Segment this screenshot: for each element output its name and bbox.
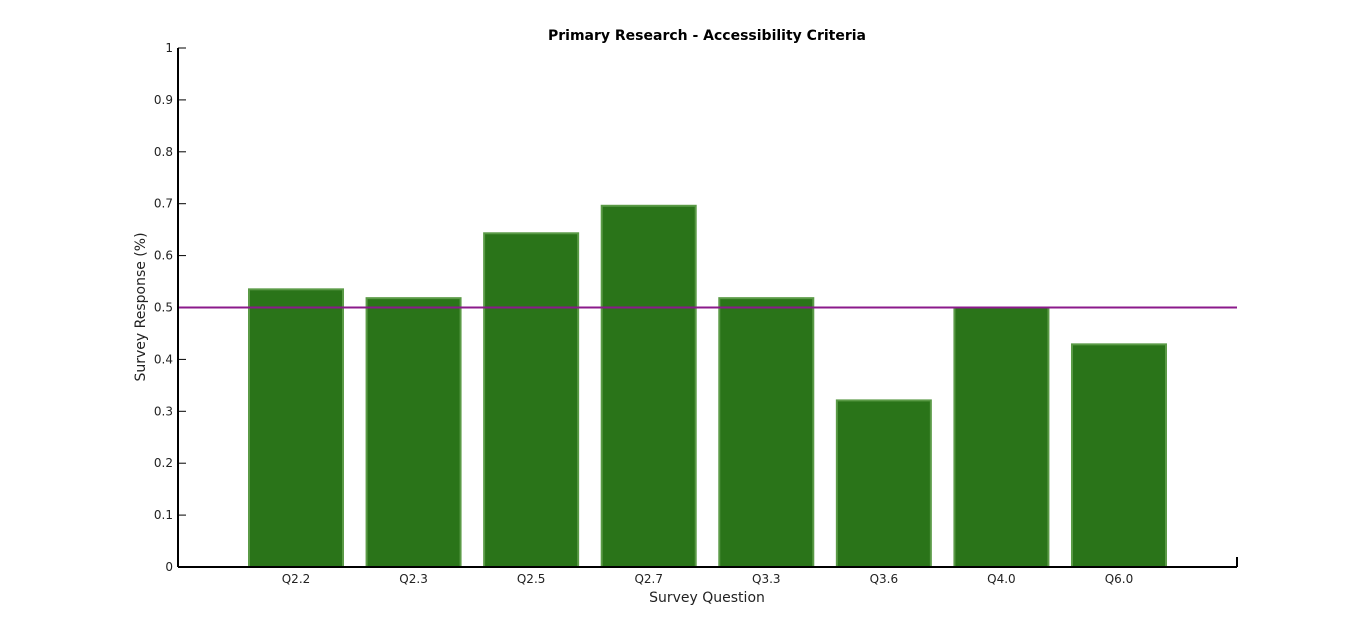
y-tick-label: 0.2 <box>154 456 173 470</box>
x-tick-label: Q2.3 <box>399 572 428 586</box>
x-tick-label: Q2.2 <box>282 572 311 586</box>
bar-q4-0 <box>953 306 1050 568</box>
y-tick-label: 0.1 <box>154 508 173 522</box>
y-tick-label: 0 <box>165 560 173 574</box>
y-tick-label: 0.3 <box>154 404 173 418</box>
axes <box>177 48 1238 568</box>
y-tick-label: 1 <box>165 41 173 55</box>
y-tick-label: 0.9 <box>154 93 173 107</box>
x-axis-ticks: Q2.2 Q2.3 Q2.5 Q2.7 Q3.3 Q3.6 Q4.0 Q6.0 <box>282 572 1134 586</box>
bar-q3-6 <box>835 399 932 568</box>
bar-q3-3 <box>718 297 815 568</box>
bar-q6-0 <box>1070 343 1167 568</box>
x-tick-label: Q4.0 <box>987 572 1016 586</box>
y-tick-label: 0.8 <box>154 145 173 159</box>
y-tick-label: 0.4 <box>154 352 173 366</box>
bar-q2-3 <box>365 297 462 568</box>
x-tick-label: Q2.5 <box>517 572 546 586</box>
chart-title: Primary Research - Accessibility Criteri… <box>548 28 866 44</box>
x-tick-label: Q3.3 <box>752 572 781 586</box>
y-axis-label: Survey Response (%) <box>133 232 149 381</box>
x-axis-label: Survey Question <box>649 590 765 606</box>
bar-q2-5 <box>483 232 580 569</box>
y-tick-label: 0.6 <box>154 249 173 263</box>
x-tick-label: Q3.6 <box>870 572 899 586</box>
bar-q2-2 <box>248 288 344 568</box>
y-tick-label: 0.7 <box>154 197 173 211</box>
bar-q2-7 <box>600 204 697 568</box>
bar-series <box>248 204 1167 569</box>
x-tick-label: Q2.7 <box>634 572 663 586</box>
x-tick-label: Q6.0 <box>1105 572 1134 586</box>
y-tick-label: 0.5 <box>154 301 173 315</box>
